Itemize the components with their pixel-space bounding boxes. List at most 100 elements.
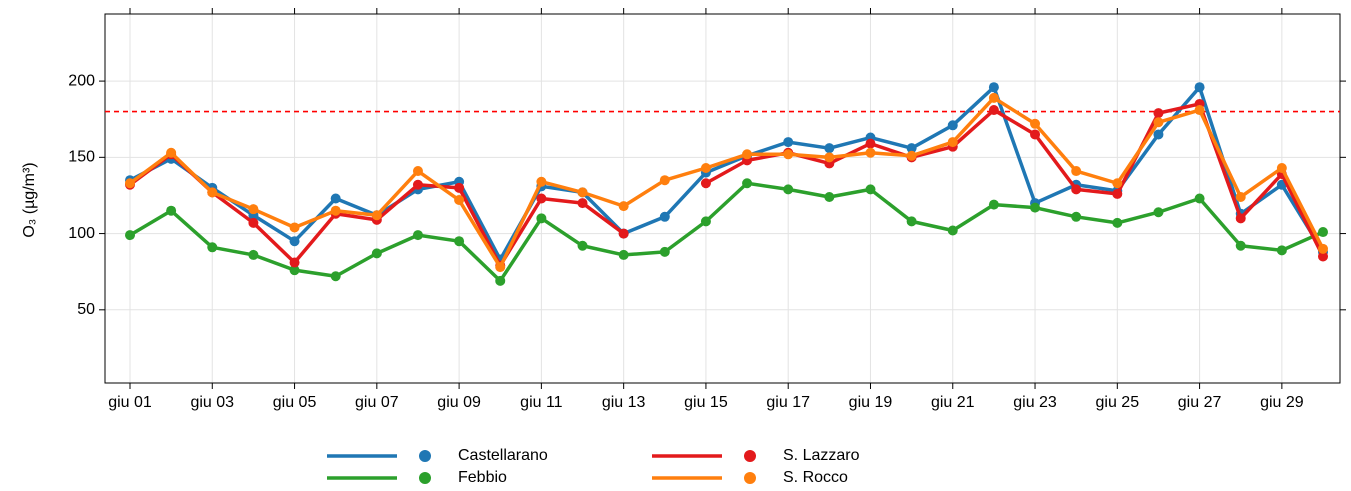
legend-marker — [744, 450, 756, 462]
data-point — [412, 179, 423, 190]
x-tick-label: giu 03 — [190, 394, 234, 411]
data-point — [1071, 166, 1082, 177]
data-point — [207, 187, 218, 198]
plot-frame — [104, 13, 1341, 384]
y-tick-label: 150 — [68, 149, 95, 166]
series-line — [129, 181, 1324, 283]
x-tick-label: giu 17 — [766, 394, 810, 411]
x-tick-label: giu 23 — [1013, 394, 1057, 411]
data-point — [618, 228, 629, 239]
data-point — [1153, 117, 1164, 128]
data-point — [947, 120, 958, 131]
data-point — [1194, 105, 1205, 116]
data-point — [659, 211, 670, 222]
data-point — [1318, 243, 1328, 254]
data-point — [988, 105, 999, 116]
data-point — [412, 166, 423, 177]
data-point — [536, 176, 547, 187]
data-point — [947, 137, 958, 148]
data-point — [906, 150, 917, 161]
data-point — [125, 230, 135, 241]
series-line — [128, 102, 1325, 268]
data-point — [700, 163, 711, 174]
data-point — [1194, 193, 1205, 204]
data-point — [330, 193, 341, 204]
data-point — [577, 187, 588, 198]
data-point — [659, 175, 670, 186]
data-point — [289, 236, 300, 247]
data-point — [248, 204, 259, 215]
data-point — [865, 184, 876, 195]
data-point — [289, 222, 300, 233]
data-point — [1194, 82, 1205, 93]
data-point — [783, 137, 794, 148]
y-tick-label: 50 — [77, 301, 95, 318]
data-point — [166, 205, 177, 216]
x-tick-label: giu 07 — [355, 394, 399, 411]
x-tick-label: giu 27 — [1178, 394, 1222, 411]
data-point — [742, 178, 753, 189]
data-point — [824, 191, 835, 202]
data-point — [659, 246, 670, 257]
data-point — [166, 147, 177, 158]
data-point — [700, 216, 711, 227]
x-tick-label: giu 19 — [849, 394, 893, 411]
data-point — [700, 178, 711, 189]
x-tick-label: giu 13 — [602, 394, 646, 411]
data-point — [947, 225, 958, 236]
data-point — [289, 265, 300, 276]
data-point — [1112, 217, 1123, 228]
data-point — [824, 152, 835, 163]
data-point — [1112, 178, 1123, 189]
data-point — [1071, 211, 1082, 222]
data-point — [1235, 240, 1246, 251]
x-tick-label: giu 05 — [273, 394, 317, 411]
data-point — [371, 248, 382, 259]
data-point — [1235, 213, 1246, 224]
data-point — [618, 249, 629, 260]
x-tick-label: giu 01 — [108, 394, 152, 411]
data-point — [330, 205, 341, 216]
x-tick-label: giu 09 — [437, 394, 481, 411]
x-tick-label: giu 15 — [684, 394, 728, 411]
data-point — [495, 262, 506, 273]
y-axis-label: O₃ (µg/m³) — [21, 162, 38, 237]
legend-label: S. Rocco — [783, 469, 848, 486]
data-point — [207, 242, 218, 253]
data-point — [865, 147, 876, 158]
x-tick-label: giu 25 — [1096, 394, 1140, 411]
data-point — [783, 184, 794, 195]
data-point — [783, 149, 794, 160]
data-point — [495, 275, 506, 286]
data-point — [1030, 202, 1041, 213]
data-point — [906, 143, 917, 154]
legend-label: Castellarano — [458, 447, 548, 464]
data-point — [1030, 118, 1041, 129]
data-point — [1318, 251, 1328, 262]
data-point — [330, 271, 341, 282]
series-line — [128, 96, 1325, 269]
legend-label: Febbio — [458, 469, 507, 486]
y-tick-label: 100 — [68, 225, 95, 242]
data-point — [742, 149, 753, 160]
data-point — [1276, 245, 1287, 256]
data-point — [988, 92, 999, 103]
data-point — [1153, 108, 1164, 119]
data-point — [1276, 163, 1287, 174]
data-point — [1112, 188, 1123, 199]
x-tick-label: giu 11 — [520, 394, 563, 411]
data-point — [248, 249, 259, 260]
data-point — [536, 213, 547, 224]
data-point — [1153, 129, 1164, 140]
data-point — [1030, 129, 1041, 140]
data-point — [1153, 207, 1164, 218]
data-point — [577, 198, 588, 209]
data-point — [1071, 184, 1082, 195]
x-tick-label: giu 29 — [1260, 394, 1304, 411]
data-point — [865, 138, 876, 149]
legend-marker — [419, 472, 431, 484]
x-tick-label: giu 21 — [931, 394, 975, 411]
data-point — [577, 240, 588, 251]
data-point — [454, 195, 465, 206]
